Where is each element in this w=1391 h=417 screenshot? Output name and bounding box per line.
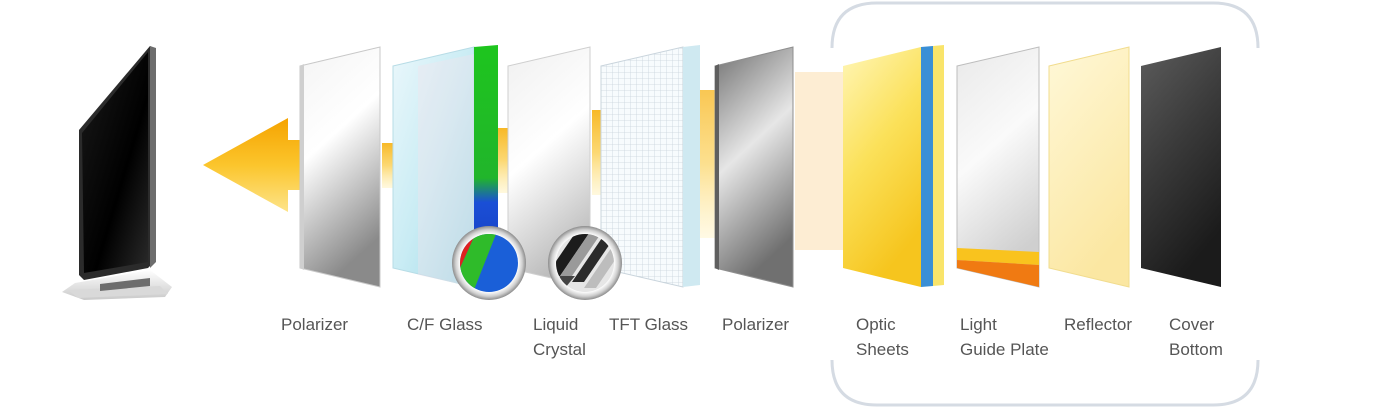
label-reflector: Reflector bbox=[1064, 312, 1132, 337]
label-liquid-crystal: Liquid Crystal bbox=[533, 312, 586, 362]
layer-optic-sheets bbox=[843, 45, 944, 287]
label-optic-sheets: Optic Sheets bbox=[856, 312, 909, 362]
label-line: Polarizer bbox=[281, 315, 349, 334]
label-light-guide-plate: Light Guide Plate bbox=[960, 312, 1049, 362]
label-line: Polarizer bbox=[722, 315, 790, 334]
label-line: Reflector bbox=[1064, 315, 1133, 334]
label-line: C/F Glass bbox=[407, 315, 483, 334]
layer-reflector bbox=[1048, 46, 1130, 288]
label-line: TFT Glass bbox=[609, 315, 689, 334]
label-line: Bottom bbox=[1169, 340, 1223, 359]
label-line: Crystal bbox=[533, 340, 586, 359]
layer-polarizer-front bbox=[299, 46, 381, 288]
backlight-group-bracket bbox=[830, 1, 1260, 407]
label-tft-glass: TFT Glass bbox=[609, 312, 688, 337]
label-line: Cover bbox=[1169, 315, 1215, 334]
layer-polarizer-rear bbox=[714, 46, 794, 288]
label-cf-glass: C/F Glass bbox=[407, 312, 483, 337]
tv-icon bbox=[62, 46, 172, 300]
label-polarizer-rear: Polarizer bbox=[722, 312, 789, 337]
layer-tft-glass bbox=[600, 45, 700, 288]
label-line: Light bbox=[960, 315, 997, 334]
label-polarizer-front: Polarizer bbox=[281, 312, 348, 337]
label-cover-bottom: Cover Bottom bbox=[1169, 312, 1223, 362]
label-line: Sheets bbox=[856, 340, 909, 359]
liquid-crystal-icon bbox=[548, 226, 622, 300]
layer-cover-bottom bbox=[1141, 47, 1221, 287]
layer-light-guide-plate bbox=[956, 46, 1040, 288]
label-line: Liquid bbox=[533, 315, 579, 334]
label-line: Optic bbox=[856, 315, 896, 334]
rgb-filter-icon bbox=[452, 226, 526, 300]
label-line: Guide Plate bbox=[960, 340, 1049, 359]
